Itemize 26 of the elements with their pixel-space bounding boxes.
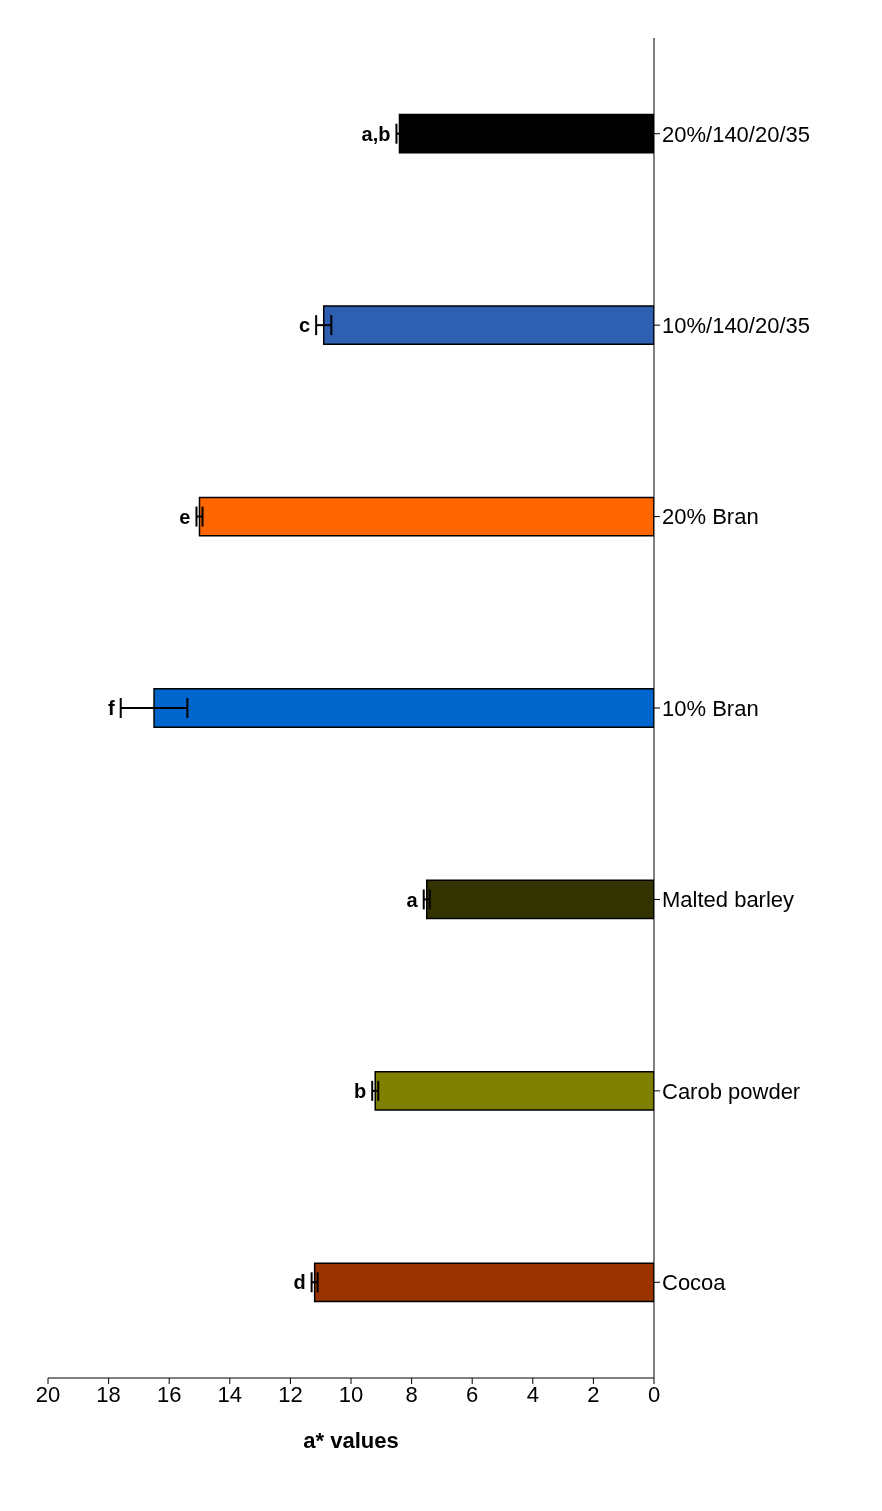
annotation: b <box>353 1079 367 1102</box>
annotation: e <box>179 505 191 528</box>
x-tick-label: 12 <box>278 1381 303 1407</box>
x-tick-label: 10 <box>338 1381 364 1407</box>
x-tick-label: 0 <box>647 1381 661 1407</box>
x-axis-title: a* values <box>303 1428 399 1453</box>
x-tick-label: 4 <box>526 1381 539 1407</box>
x-tick-label: 8 <box>405 1381 418 1407</box>
x-tick-label: 6 <box>466 1381 479 1407</box>
annotation: d <box>293 1271 306 1294</box>
annotation: c <box>299 314 311 337</box>
y-tick-label: 20%/140/20/35 <box>662 121 811 147</box>
y-tick-label: 10% Bran <box>662 695 759 721</box>
x-tick-label: 20 <box>35 1381 61 1407</box>
y-tick-label: Carob powder <box>662 1078 801 1104</box>
annotation: f <box>108 697 116 720</box>
x-tick-label: 2 <box>587 1381 600 1407</box>
x-tick-label: 18 <box>96 1381 121 1407</box>
y-tick-label: Cocoa <box>662 1270 727 1296</box>
y-tick-label: Malted barley <box>662 887 795 913</box>
y-tick-label: 20% Bran <box>662 504 759 530</box>
x-tick-label: 16 <box>156 1381 182 1407</box>
x-tick-label: 14 <box>217 1381 243 1407</box>
annotation: a,b <box>361 122 391 145</box>
y-tick-label: 10%/140/20/35 <box>662 312 811 338</box>
annotation: a <box>406 888 419 911</box>
